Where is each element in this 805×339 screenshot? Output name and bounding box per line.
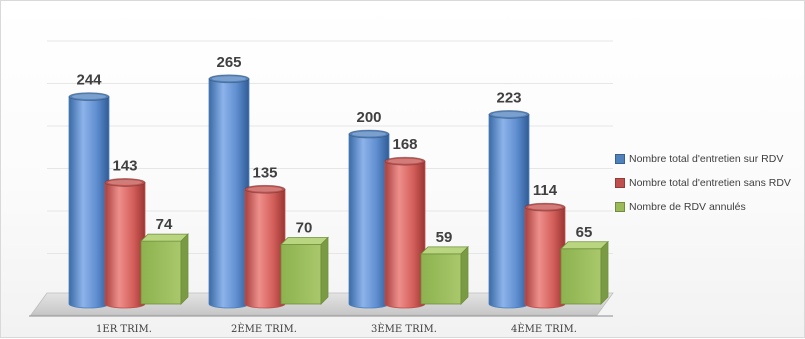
data-label-annules-3eme-trim: 59 [436,229,453,246]
legend-swatch-green [615,202,625,212]
data-label-sans-rdv-1er-trim: 143 [112,157,137,174]
data-label-sans-rdv-4eme-trim: 114 [533,182,558,199]
data-label-sans-rdv-3eme-trim: 168 [392,136,417,153]
data-label-annules-4eme-trim: 65 [576,224,593,241]
bar-annules-3eme-trim [420,245,469,305]
legend: Nombre total d'entretien sur RDV Nombre … [615,147,791,219]
legend-label: Nombre total d'entretien sur RDV [629,153,784,165]
bar-sur-rdv-3eme-trim [348,129,390,309]
data-label-sans-rdv-2eme-trim: 135 [252,164,277,181]
data-label-sur-rdv-1er-trim: 244 [76,72,102,89]
bar-sur-rdv-1er-trim [68,92,110,309]
legend-swatch-red [615,178,625,188]
legend-label: Nombre de RDV annulés [629,201,746,213]
x-tick-label-2eme-trim: 2ÈME TRIM. [231,323,297,335]
legend-item-sans-rdv: Nombre total d'entretien sans RDV [615,171,791,195]
bar-sans-rdv-1er-trim [104,178,146,309]
bar-sur-rdv-4eme-trim [488,110,530,309]
bar-sans-rdv-3eme-trim [384,156,426,309]
bar-sur-rdv-2eme-trim [208,74,250,309]
x-tick-label-3eme-trim: 3ÈME TRIM. [371,323,437,335]
legend-item-sur-rdv: Nombre total d'entretien sur RDV [615,147,791,171]
legend-item-annules: Nombre de RDV annulés [615,195,791,219]
data-label-sur-rdv-3eme-trim: 200 [356,109,381,126]
data-label-annules-2eme-trim: 70 [296,220,313,237]
bars [68,74,609,309]
bar-annules-2eme-trim [280,236,329,305]
legend-swatch-blue [615,154,625,164]
legend-label: Nombre total d'entretien sans RDV [629,177,791,189]
bar-sans-rdv-2eme-trim [244,184,286,309]
x-tick-label-4eme-trim: 4ÈME TRIM. [511,323,577,335]
bar-annules-1er-trim [140,233,189,305]
data-labels: 244 143 74 265 135 70 200 168 59 223 114 65 [76,54,592,246]
bar-annules-4eme-trim [560,240,609,305]
bar-sans-rdv-4eme-trim [524,202,566,309]
data-label-sur-rdv-4eme-trim: 223 [496,89,521,106]
x-axis-labels: 1ER TRIM. 2ÈME TRIM. 3ÈME TRIM. 4ÈME TRIM. [96,323,577,335]
data-label-sur-rdv-2eme-trim: 265 [216,54,241,71]
data-label-annules-1er-trim: 74 [156,216,173,233]
x-tick-label-1er-trim: 1ER TRIM. [96,324,152,335]
